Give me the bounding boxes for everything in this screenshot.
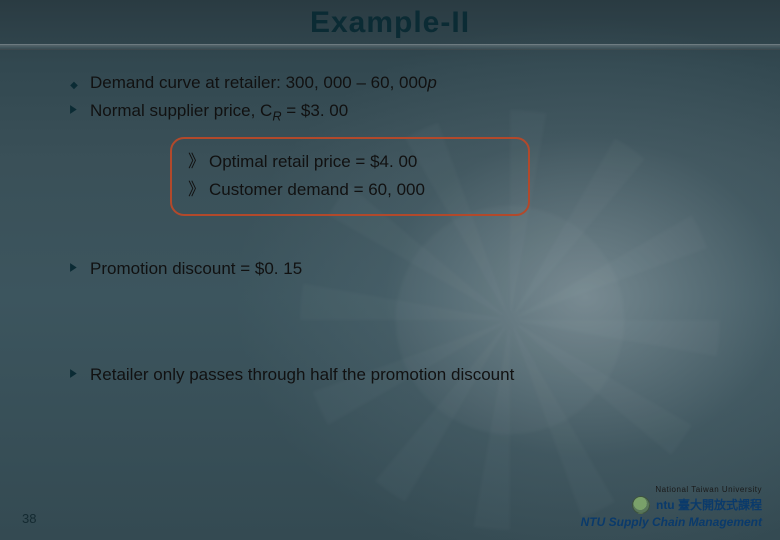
footer-ntu-mark: ntu	[656, 498, 675, 512]
footer-line-3: NTU Supply Chain Management	[581, 515, 762, 530]
diamond-icon: ◆	[68, 70, 80, 93]
bullet-1-text: Demand curve at retailer: 300, 000 – 60,…	[90, 70, 437, 96]
callout-line-1: 》Optimal retail price = $4. 00	[188, 149, 512, 175]
bullet-row-3: Promotion discount = $0. 15	[60, 256, 740, 282]
bullet-4-text: Retailer only passes through half the pr…	[90, 362, 514, 388]
slide-body: ◆ Demand curve at retailer: 300, 000 – 6…	[0, 50, 780, 387]
chevron-icon	[68, 256, 80, 273]
page-number: 38	[22, 511, 36, 526]
bullet-row-4: Retailer only passes through half the pr…	[60, 362, 740, 388]
double-angle-icon: 》	[188, 180, 205, 199]
bullet-row-1: ◆ Demand curve at retailer: 300, 000 – 6…	[60, 70, 740, 96]
callout-line-2: 》Customer demand = 60, 000	[188, 177, 512, 203]
ntu-crest-icon	[632, 496, 650, 514]
footer-line-2: 臺大開放式課程	[678, 498, 762, 512]
double-angle-icon: 》	[188, 152, 205, 171]
footer-line-1: National Taiwan University	[581, 485, 762, 495]
variable-p: p	[427, 73, 436, 92]
bullet-row-2: Normal supplier price, CR = $3. 00	[60, 98, 740, 126]
highlight-callout: 》Optimal retail price = $4. 00 》Customer…	[170, 137, 530, 216]
bullet-3-text: Promotion discount = $0. 15	[90, 256, 302, 282]
footer-attribution: National Taiwan University ntu 臺大開放式課程 N…	[581, 485, 762, 530]
title-area: Example-II	[0, 0, 780, 50]
slide-title: Example-II	[304, 6, 476, 40]
subscript-r: R	[272, 108, 281, 123]
bullet-2-text: Normal supplier price, CR = $3. 00	[90, 98, 348, 126]
chevron-icon	[68, 98, 80, 115]
chevron-icon	[68, 362, 80, 379]
